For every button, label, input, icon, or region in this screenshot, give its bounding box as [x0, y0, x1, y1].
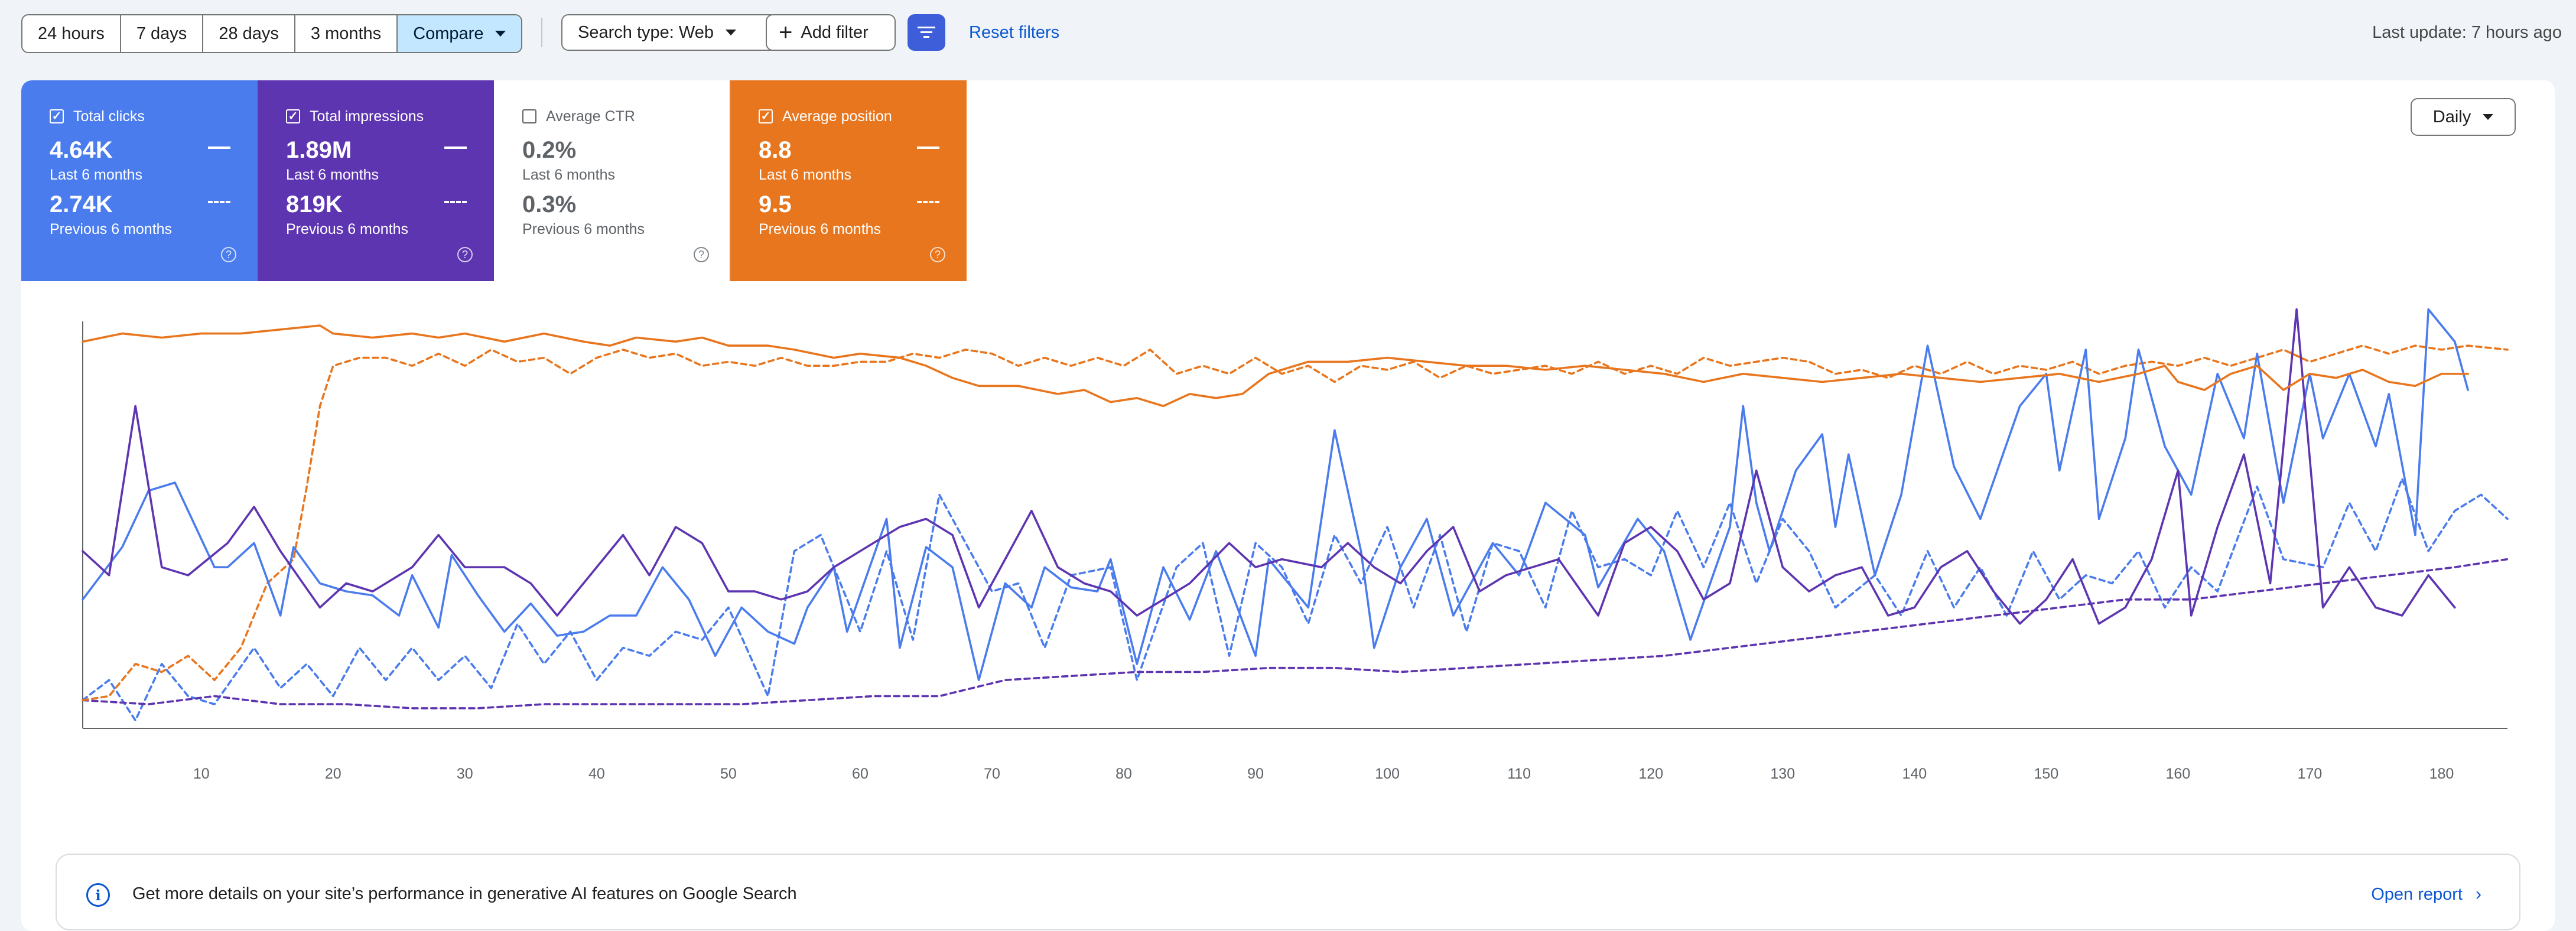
x-tick-label: 130 [1770, 766, 1795, 782]
metric-previous-period: Previous 6 months [522, 221, 645, 237]
open-report-link[interactable]: Open report › [2371, 884, 2481, 904]
date-range-selector: 24 hours 7 days 28 days 3 months Compare [21, 14, 523, 53]
x-tick-label: 30 [457, 766, 473, 782]
add-filter-button[interactable]: + Add filter [766, 14, 896, 51]
metric-current-value: 1.89M [286, 137, 352, 163]
search-type-label: Search type: Web [578, 22, 714, 42]
granularity-label: Daily [2432, 107, 2471, 126]
checkbox-checked-icon[interactable]: ✓ [50, 109, 64, 123]
metric-previous-value: 0.3% [522, 191, 577, 217]
add-filter-label: Add filter [801, 22, 869, 42]
solid-line-legend-icon [208, 147, 230, 149]
metric-previous-value: 9.5 [759, 191, 792, 217]
metric-card-average-ctr[interactable]: Average CTR 0.2% Last 6 months 0.3% Prev… [494, 80, 730, 281]
solid-line-legend-icon [444, 147, 467, 149]
checkbox-unchecked-icon[interactable] [522, 109, 536, 123]
x-tick-label: 140 [1902, 766, 1927, 782]
x-tick-label: 70 [984, 766, 1000, 782]
search-type-dropdown[interactable]: Search type: Web [561, 14, 778, 51]
open-report-label: Open report [2371, 885, 2463, 904]
x-tick-label: 60 [852, 766, 869, 782]
x-tick-label: 160 [2166, 766, 2191, 782]
metric-label: Average CTR [546, 108, 635, 125]
series-line-impressions-previous [82, 558, 2509, 709]
chevron-right-icon: › [2476, 884, 2481, 904]
metric-current-value: 0.2% [522, 137, 577, 163]
toolbar: 24 hours 7 days 28 days 3 months Compare… [21, 14, 2562, 53]
dashed-line-legend-icon [208, 201, 230, 203]
series-line-position-current [82, 324, 2469, 408]
checkbox-checked-icon[interactable]: ✓ [759, 109, 773, 123]
x-tick-label: 150 [2034, 766, 2058, 782]
x-tick-label: 80 [1115, 766, 1132, 782]
metric-previous-value: 2.74K [50, 191, 113, 217]
x-tick-label: 50 [720, 766, 737, 782]
metric-header: ✓ Average position [759, 108, 967, 125]
range-7-days-button[interactable]: 7 days [121, 15, 204, 52]
metric-current-value: 8.8 [759, 137, 792, 163]
range-3-months-button[interactable]: 3 months [295, 15, 398, 52]
metric-card-total-clicks[interactable]: ✓ Total clicks 4.64K Last 6 months 2.74K… [21, 80, 258, 281]
dashed-line-legend-icon [917, 201, 939, 203]
metric-card-average-position[interactable]: ✓ Average position 8.8 Last 6 months 9.5… [730, 80, 967, 281]
metric-label: Total impressions [310, 108, 424, 125]
x-tick-label: 120 [1638, 766, 1663, 782]
info-icon: i [86, 883, 110, 907]
x-tick-label: 90 [1247, 766, 1264, 782]
metric-previous-value: 819K [286, 191, 343, 217]
granularity-dropdown[interactable]: Daily [2411, 98, 2516, 136]
toolbar-divider [541, 18, 542, 47]
x-tick-label: 170 [2298, 766, 2323, 782]
solid-line-legend-icon [917, 147, 939, 149]
performance-line-chart[interactable]: 10 20 30 40 50 60 70 80 90 100 110 120 130 140 150 160 1… [21, 80, 2555, 848]
metric-header: ✓ Total impressions [286, 108, 494, 125]
metric-current-period: Last 6 months [522, 167, 616, 183]
metric-current-value: 4.64K [50, 137, 113, 163]
help-icon[interactable]: ? [457, 247, 473, 262]
series-line-clicks-previous [82, 477, 2509, 722]
x-tick-label: 40 [588, 766, 605, 782]
range-24-hours-button[interactable]: 24 hours [22, 15, 121, 52]
help-icon[interactable]: ? [221, 247, 236, 262]
banner-text: Get more details on your site’s performa… [132, 884, 797, 903]
x-tick-label: 100 [1375, 766, 1400, 782]
metric-card-total-impressions[interactable]: ✓ Total impressions 1.89M Last 6 months … [258, 80, 494, 281]
dropdown-caret-icon [725, 30, 736, 35]
filter-options-button[interactable] [908, 14, 945, 51]
metric-label: Total clicks [73, 108, 145, 125]
metric-current-period: Last 6 months [759, 167, 852, 183]
dashed-line-legend-icon [444, 201, 467, 203]
help-icon[interactable]: ? [930, 247, 945, 262]
x-tick-label: 180 [2429, 766, 2454, 782]
range-28-days-button[interactable]: 28 days [203, 15, 295, 52]
metric-previous-period: Previous 6 months [759, 221, 882, 237]
series-line-impressions-current [82, 308, 2456, 625]
compare-button[interactable]: Compare [398, 15, 522, 52]
metric-header: Average CTR [522, 108, 729, 125]
ai-features-banner: i Get more details on your site’s perfor… [56, 854, 2520, 930]
filter-list-icon [918, 27, 935, 38]
metric-previous-period: Previous 6 months [50, 221, 173, 237]
x-tick-label: 20 [325, 766, 341, 782]
metric-previous-period: Previous 6 months [286, 221, 409, 237]
metric-header: ✓ Total clicks [50, 108, 258, 125]
plus-icon: + [779, 19, 793, 45]
checkbox-checked-icon[interactable]: ✓ [286, 109, 300, 123]
metric-current-period: Last 6 months [50, 167, 143, 183]
metric-label: Average position [782, 108, 892, 125]
series-line-clicks-current [82, 308, 2469, 681]
dropdown-caret-icon [495, 31, 506, 37]
reset-filters-link[interactable]: Reset filters [969, 22, 1060, 42]
compare-label: Compare [413, 24, 484, 43]
performance-card: ✓ Total clicks 4.64K Last 6 months 2.74K… [21, 80, 2555, 931]
series-line-position-previous [82, 344, 2509, 702]
metric-current-period: Last 6 months [286, 167, 379, 183]
last-update-text: Last update: 7 hours ago [2372, 22, 2562, 42]
help-icon[interactable]: ? [694, 247, 709, 262]
dropdown-caret-icon [2483, 114, 2494, 120]
x-tick-label: 110 [1507, 766, 1531, 782]
x-tick-label: 10 [193, 766, 210, 782]
